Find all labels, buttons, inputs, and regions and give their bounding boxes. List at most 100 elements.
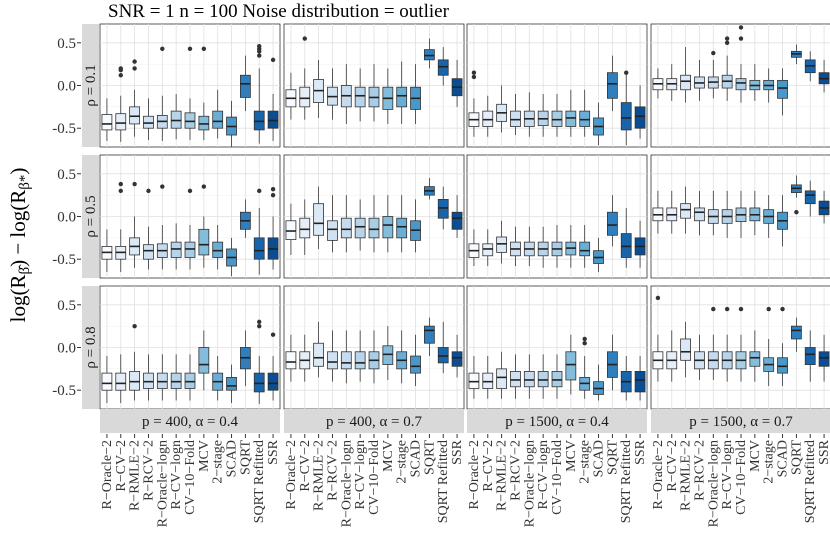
box	[299, 217, 311, 239]
x-tick-label: SSR	[450, 439, 465, 465]
x-tick-label: 2−stage	[211, 440, 226, 484]
x-tick-label: R−Oracle−2	[284, 440, 299, 509]
box	[451, 211, 463, 230]
row-strip-label: ρ = 0.5	[83, 195, 99, 237]
row-strip	[82, 286, 99, 409]
panel	[466, 285, 648, 410]
outlier-point	[471, 74, 477, 80]
box	[579, 241, 591, 257]
x-tick-label: R−Oracle−logn	[522, 440, 537, 527]
x-tick-label: SQRT	[789, 440, 804, 475]
box	[267, 372, 279, 391]
box	[143, 244, 154, 260]
box	[226, 376, 237, 391]
box	[551, 110, 563, 127]
column-strip-label: p = 1500, α = 0.7	[689, 414, 793, 430]
box	[634, 106, 646, 129]
outlier-point	[711, 50, 716, 56]
outlier-point	[187, 188, 193, 194]
outlier-point	[270, 57, 276, 63]
box	[468, 372, 480, 389]
box	[482, 243, 494, 257]
box	[354, 351, 366, 370]
outlier-point	[160, 184, 165, 189]
y-tick-label: -0.5	[52, 121, 76, 137]
x-tick-label: R−CV−logn	[536, 440, 551, 509]
x-tick-label: SSR	[633, 439, 648, 465]
x-tick-label: R−Oracle−logn	[706, 440, 721, 527]
outlier-point	[724, 306, 730, 312]
box	[285, 220, 297, 240]
box	[496, 368, 507, 389]
box	[184, 372, 196, 389]
x-tick-label: SQRT	[605, 440, 620, 475]
row-strip-label: ρ = 0.1	[83, 64, 99, 106]
column-strip	[284, 409, 464, 433]
box	[184, 241, 196, 258]
outlier-point	[132, 323, 137, 329]
x-tick-label: R−CV−logn	[353, 440, 368, 509]
x-tick-label: R−RMLE−2	[128, 440, 143, 511]
outlier-point	[257, 323, 262, 329]
box	[285, 351, 297, 370]
y-tick-label: 0.5	[57, 298, 76, 314]
box	[340, 351, 352, 370]
x-tick-label: SQRT Refitted	[436, 440, 451, 523]
outlier-point	[471, 70, 477, 75]
row-strip-label: ρ = 0.8	[83, 326, 99, 368]
x-tick-label: SQRT Refitted	[252, 440, 267, 523]
y-tick-label: 0.5	[57, 167, 76, 183]
x-tick-label: SSR	[817, 439, 830, 465]
box	[735, 78, 747, 91]
outlier-point	[270, 186, 276, 192]
box	[368, 217, 380, 239]
outlier-point	[187, 46, 193, 51]
x-tick-label: R−Oracle−2	[100, 440, 115, 509]
x-tick-label: CV−10−Fold	[550, 440, 565, 515]
x-tick-label: R−CV−2	[481, 440, 496, 492]
outlier-point	[257, 53, 262, 58]
outlier-point	[146, 188, 151, 194]
box	[382, 345, 394, 365]
y-axis-label-part: ) − log(R	[6, 190, 30, 267]
box	[313, 342, 324, 367]
box	[607, 72, 618, 99]
panel	[466, 154, 648, 279]
x-tick-label: R−RMLE−2	[495, 440, 510, 511]
box	[482, 110, 494, 127]
outlier-point	[118, 181, 123, 187]
x-tick-label: SQRT	[422, 440, 437, 475]
box	[354, 217, 366, 239]
box	[565, 110, 577, 127]
x-tick-label: CV−10−Fold	[183, 440, 198, 515]
box	[129, 371, 140, 391]
box	[777, 357, 788, 374]
x-tick-label: 2−stage	[762, 440, 777, 484]
outlier-point	[132, 66, 137, 71]
x-tick-label: SQRT Refitted	[803, 440, 818, 523]
box	[634, 371, 646, 393]
panel	[283, 23, 465, 148]
panel	[650, 154, 830, 279]
box	[423, 325, 435, 344]
outlier-point	[201, 184, 207, 189]
box	[253, 110, 265, 131]
outlier-point	[201, 46, 207, 51]
y-axis-label-part: log(R	[6, 275, 30, 323]
box	[184, 112, 196, 129]
box	[749, 351, 761, 367]
x-tick-label: R−Oracle−2	[467, 440, 482, 509]
box	[156, 372, 168, 389]
box	[170, 241, 182, 258]
x-tick-label: SSR	[266, 439, 281, 465]
y-axis-label-sub: β*	[17, 175, 33, 190]
box	[115, 372, 127, 391]
outlier-point	[257, 44, 262, 49]
box	[694, 207, 705, 222]
column-strip	[100, 409, 280, 433]
box	[198, 115, 210, 131]
x-tick-label: R−Oracle−logn	[155, 440, 170, 527]
outlier-point	[582, 336, 587, 342]
box	[410, 355, 421, 374]
